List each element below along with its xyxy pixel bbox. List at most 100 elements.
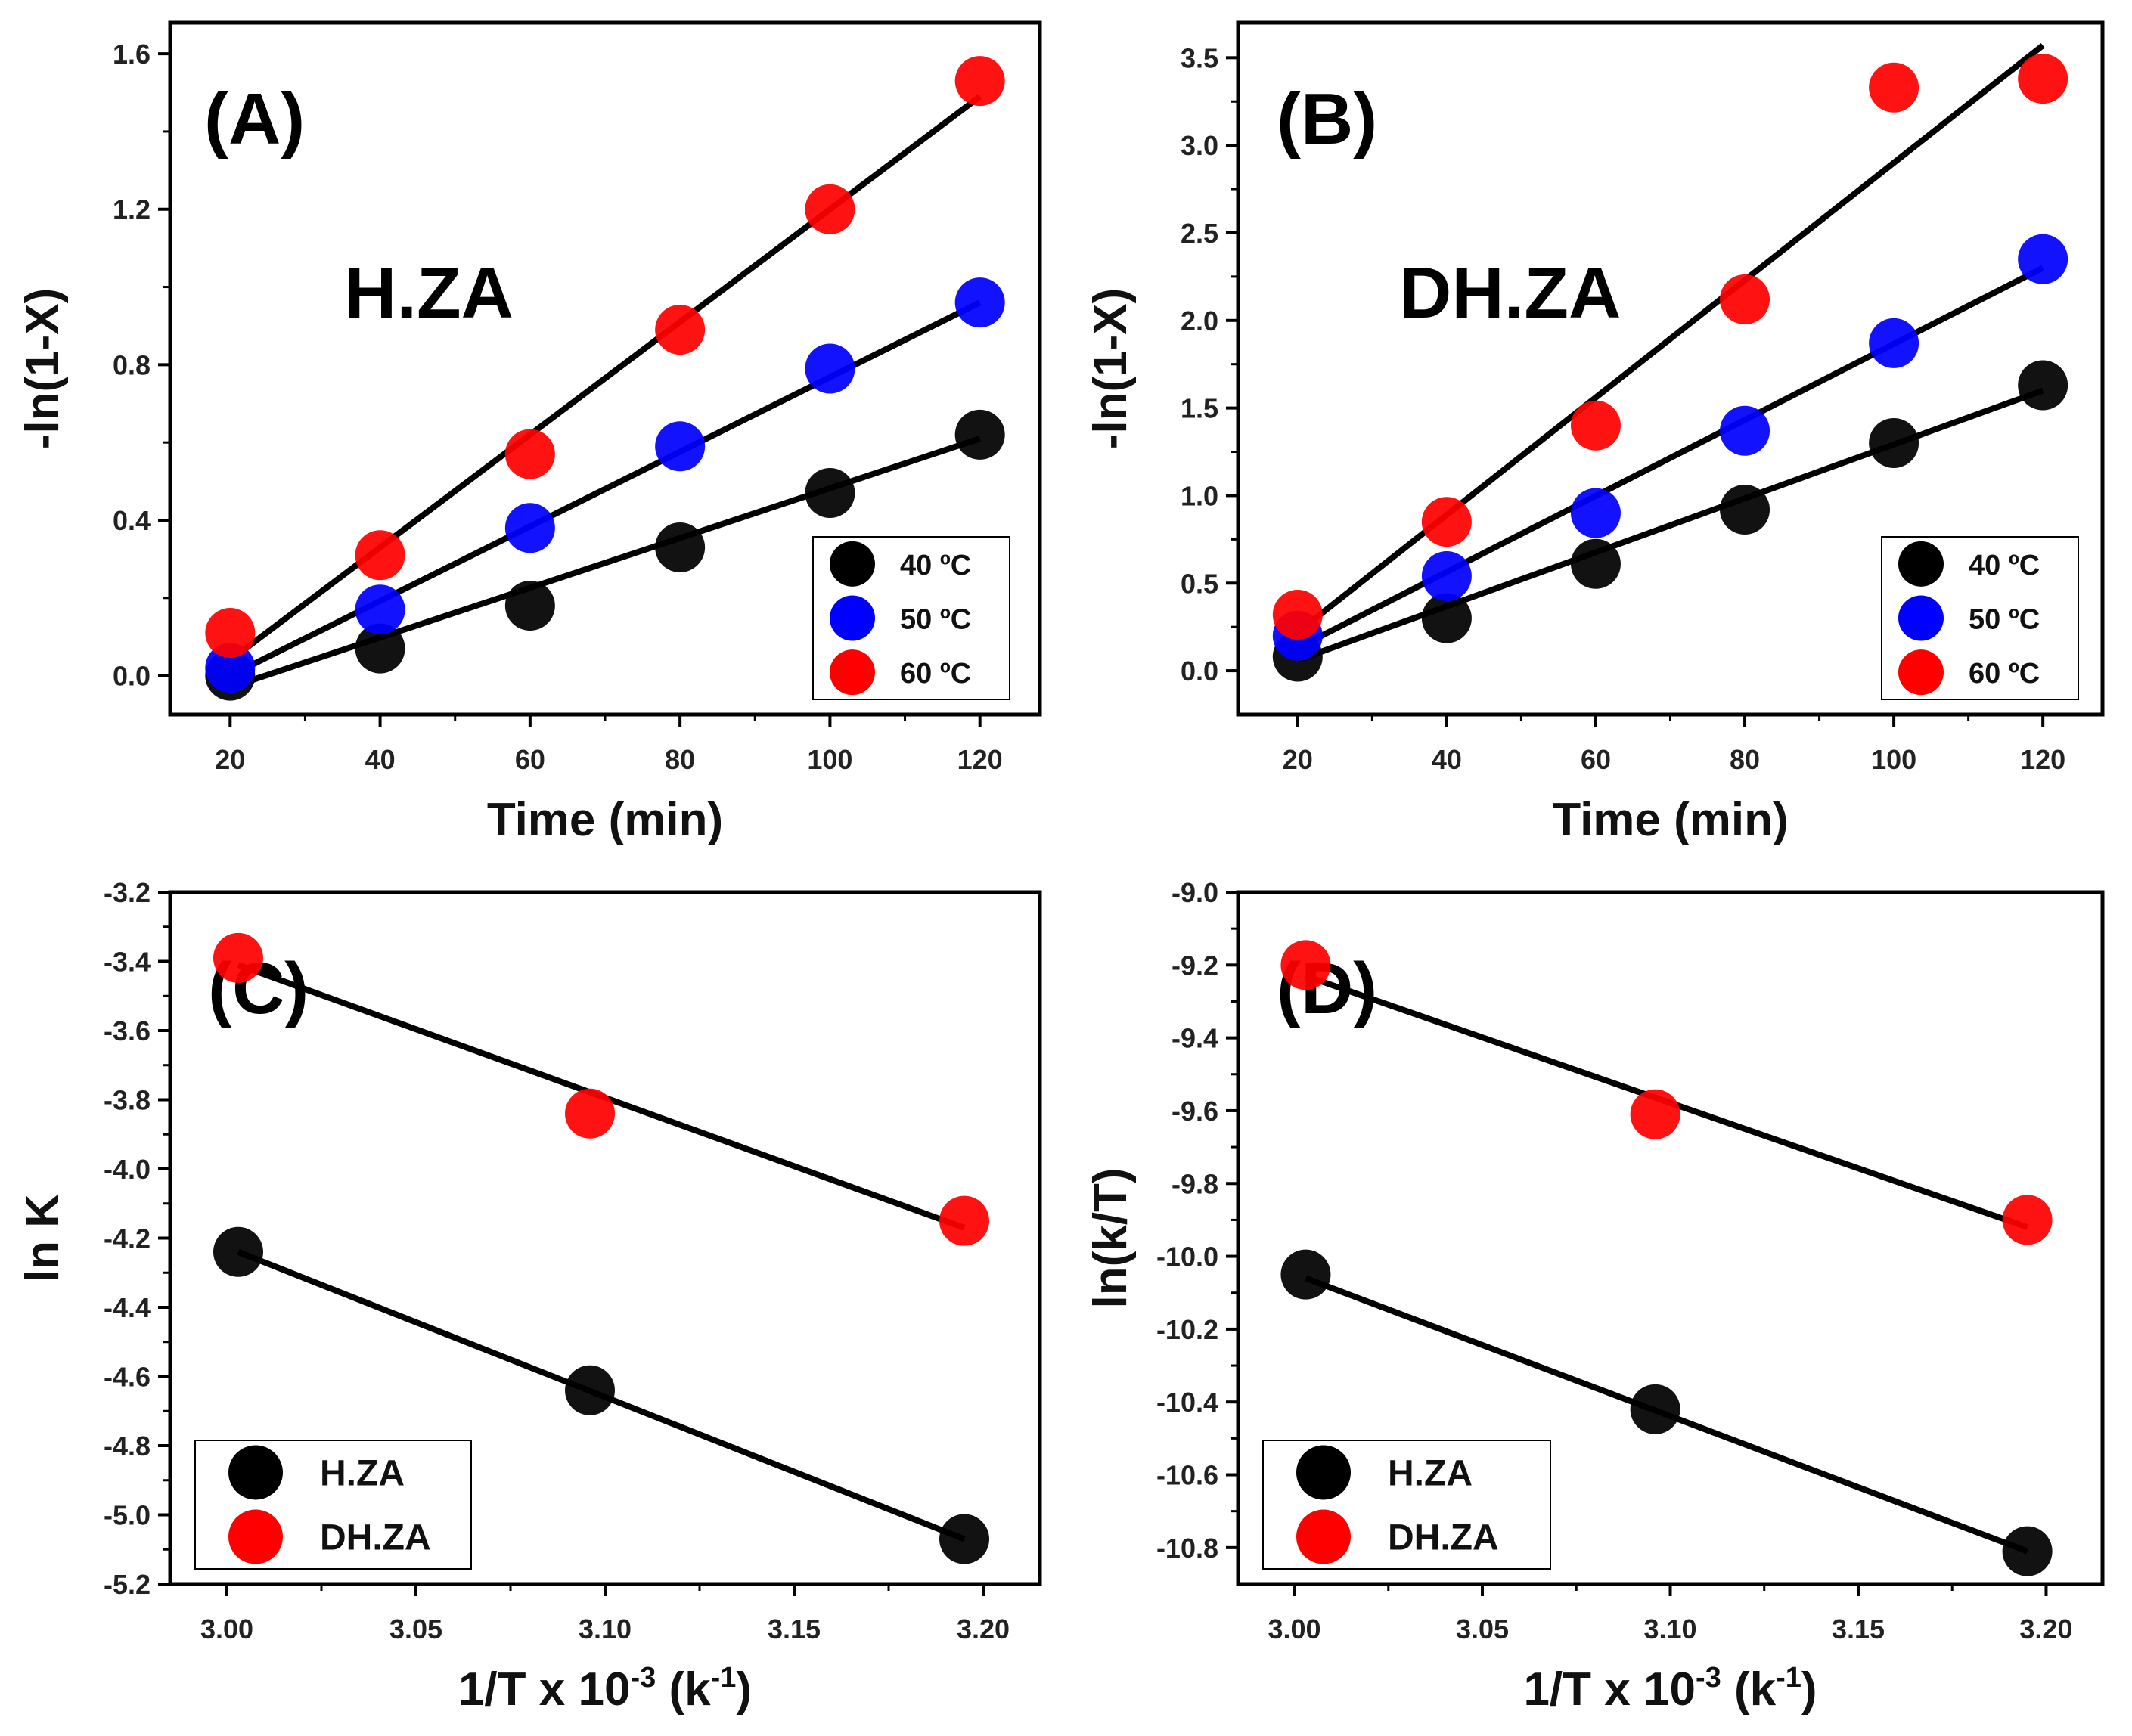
x-tick-label: 3.20: [2019, 1614, 2072, 1645]
y-tick-label: -3.8: [104, 1085, 151, 1116]
y-tick-label: 1.6: [113, 39, 151, 70]
data-point: [565, 1088, 615, 1139]
x-tick-label: 60: [515, 744, 545, 775]
data-point: [355, 530, 405, 581]
x-axis-title-exponent: -3: [630, 1662, 656, 1694]
y-tick-label: 3.5: [1181, 42, 1218, 73]
legend: 40 ºC 50 ºC 60 ºC: [812, 536, 1010, 700]
series-2: [1272, 54, 2068, 640]
fit-line-1: [228, 299, 982, 679]
data-point: [1630, 1384, 1680, 1434]
y-tick-label: 0.8: [113, 349, 151, 380]
x-axis-title-unit: (k: [1721, 1663, 1777, 1716]
y-tick-label: -10.4: [1156, 1387, 1218, 1418]
x-axis-title: 1/T x 10-3 (k-1): [458, 1662, 752, 1716]
legend-marker: [228, 1445, 283, 1500]
data-point: [1869, 417, 1919, 468]
y-tick-label: -9.8: [1172, 1168, 1218, 1199]
legend-label: H.ZA: [1388, 1454, 1473, 1494]
legend-marker: [1898, 649, 1944, 696]
x-tick-label: 60: [1581, 744, 1611, 775]
x-axis-title-unit-exponent: -1: [711, 1662, 737, 1694]
x-axis-title-end: ): [1801, 1663, 1817, 1716]
data-point: [1869, 62, 1919, 113]
data-point: [2002, 1195, 2053, 1245]
y-tick-label: 2.0: [1181, 305, 1218, 336]
data-point: [1570, 488, 1621, 538]
legend: 40 ºC 50 ºC 60 ºC: [1881, 536, 2079, 700]
x-axis-title: Time (min): [487, 794, 723, 846]
y-tick-label: -4.4: [104, 1292, 151, 1323]
y-tick-label: -10.6: [1156, 1460, 1218, 1491]
panel-sample-label: H.ZA: [344, 253, 514, 333]
y-tick-label: -4.8: [104, 1431, 151, 1462]
data-point: [1280, 940, 1331, 990]
y-tick-label: -5.0: [104, 1500, 151, 1531]
data-point: [2018, 234, 2068, 284]
data-point: [1720, 484, 1770, 535]
fit-line-0: [1296, 387, 2044, 663]
x-tick-label: 3.20: [957, 1614, 1010, 1645]
x-tick-label: 3.10: [579, 1614, 632, 1645]
panel-sample-label: DH.ZA: [1399, 253, 1621, 333]
data-point: [355, 623, 405, 674]
x-axis-title-main: 1/T x 10: [458, 1663, 630, 1716]
data-point: [939, 1195, 989, 1246]
y-tick-label: 1.5: [1181, 393, 1218, 424]
series-1: [1280, 940, 2053, 1245]
legend: H.ZA DH.ZA: [194, 1440, 472, 1570]
legend-label: DH.ZA: [1388, 1518, 1499, 1558]
legend-label: 50 ºC: [900, 604, 971, 636]
data-point: [655, 305, 706, 355]
data-point: [355, 584, 405, 635]
y-tick-label: -9.4: [1172, 1023, 1218, 1054]
data-point: [1421, 551, 1472, 601]
data-point: [1421, 497, 1472, 547]
legend-label: DH.ZA: [320, 1518, 431, 1558]
data-point: [805, 343, 855, 394]
x-tick-label: 3.00: [1268, 1614, 1321, 1645]
x-tick-label: 20: [215, 744, 245, 775]
legend-marker: [1296, 1445, 1351, 1500]
legend-marker: [228, 1509, 283, 1564]
y-tick-label: 1.2: [113, 194, 151, 225]
legend-marker: [830, 649, 875, 696]
chart-panel-d: (D)3.00 3.05 3.10 3.15 3.20-10.8-10.6-10.4-1…: [1085, 877, 2105, 1716]
y-tick-label: 0.4: [113, 505, 151, 536]
data-point: [1869, 318, 1919, 368]
y-tick-label: -4.2: [104, 1223, 151, 1254]
data-point: [504, 503, 555, 553]
y-tick-label: -10.8: [1156, 1533, 1218, 1564]
y-tick-label: -9.2: [1172, 950, 1218, 981]
x-axis-title-unit: (k: [656, 1663, 711, 1716]
data-point: [1630, 1089, 1680, 1139]
x-axis-title-unit-exponent: -1: [1776, 1662, 1801, 1694]
legend-marker: [1296, 1509, 1351, 1564]
x-tick-label: 40: [365, 744, 396, 775]
x-axis-title: Time (min): [1552, 794, 1788, 846]
data-point: [655, 522, 706, 572]
data-point: [1720, 274, 1770, 324]
data-point: [954, 277, 1005, 328]
y-tick-label: -10.2: [1156, 1314, 1218, 1345]
chart-panel-a: (A) H.ZA 20 40 60 80 100 120 0.0 0.4 0.8 1.2 1.6 Time…: [17, 20, 1042, 846]
series-2: [205, 56, 1005, 659]
x-tick-label: 120: [957, 744, 1003, 775]
data-point: [939, 1514, 989, 1564]
y-axis-title: -ln(1-X): [1085, 288, 1137, 450]
legend-label: 60 ºC: [1969, 658, 2040, 690]
fit-line-0: [229, 436, 981, 690]
data-point: [1272, 589, 1323, 640]
y-tick-label: 0.0: [1181, 656, 1218, 687]
legend-label: 60 ºC: [900, 658, 971, 690]
x-tick-label: 3.05: [1456, 1614, 1509, 1645]
legend-marker: [1898, 595, 1944, 641]
legend-label: 40 ºC: [1969, 550, 2040, 581]
x-tick-label: 3.15: [768, 1614, 821, 1645]
legend-label: 50 ºC: [1969, 604, 2040, 636]
x-axis-title-exponent: -3: [1696, 1662, 1721, 1694]
x-tick-label: 20: [1283, 744, 1313, 775]
data-point: [504, 581, 555, 631]
x-tick-label: 3.10: [1643, 1614, 1696, 1645]
